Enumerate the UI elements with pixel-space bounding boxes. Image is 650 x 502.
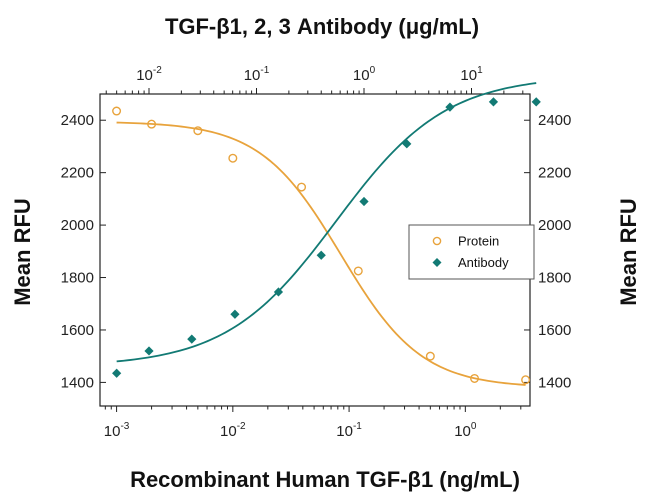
protein-point <box>147 119 157 129</box>
antibody-point <box>187 334 197 344</box>
left-tick-label: 1800 <box>61 270 94 287</box>
antibody-point <box>112 368 122 378</box>
top-tick-label: 101 <box>460 65 483 84</box>
antibody-point <box>230 309 240 319</box>
antibody-point <box>531 97 541 107</box>
protein-point <box>193 126 203 136</box>
antibody-fit-curve <box>116 82 537 363</box>
protein-point <box>112 106 122 116</box>
antibody-point <box>445 102 455 112</box>
legend-protein-marker <box>432 236 442 246</box>
legend-protein-label: Protein <box>458 234 499 249</box>
protein-point <box>353 266 363 276</box>
right-tick-label: 2400 <box>538 112 571 129</box>
bottom-tick-label: 100 <box>454 421 477 440</box>
antibody-point <box>402 139 412 149</box>
antibody-point <box>488 97 499 107</box>
antibody-point <box>359 196 369 207</box>
bottom-tick-label: 10-3 <box>104 421 130 440</box>
left-tick-label: 2400 <box>61 112 94 129</box>
right-tick-label: 2000 <box>538 217 571 234</box>
protein-point <box>425 351 435 361</box>
top-tick-label: 100 <box>353 65 376 84</box>
top-tick-label: 10-1 <box>244 65 270 84</box>
bottom-tick-label: 10-1 <box>336 421 362 440</box>
left-tick-label: 1400 <box>61 374 94 391</box>
legend-antibody-label: Antibody <box>458 255 509 270</box>
antibody-point <box>273 287 284 297</box>
left-axis-title: Mean RFU <box>10 198 35 306</box>
right-tick-label: 1400 <box>538 374 571 391</box>
antibody-point <box>144 346 154 356</box>
left-tick-label: 2200 <box>61 165 94 182</box>
left-tick-label: 1600 <box>61 322 94 339</box>
protein-fit-curve <box>116 121 526 386</box>
right-tick-label: 2200 <box>538 165 571 182</box>
top-axis-title: TGF-β1, 2, 3 Antibody (μg/mL) <box>165 14 479 39</box>
bottom-tick-label: 10-2 <box>220 421 246 440</box>
legend: Protein Antibody <box>408 224 535 280</box>
protein-point <box>297 182 307 192</box>
axes-layer: 1400 1600 1800 2000 2200 2400 1400 1600 1800 2000… <box>61 65 572 440</box>
protein-point <box>228 153 238 163</box>
legend-box <box>408 224 535 280</box>
legend-antibody-marker <box>432 258 442 267</box>
data-points <box>112 97 541 385</box>
protein-point <box>521 375 531 385</box>
right-tick-label: 1600 <box>538 322 571 339</box>
right-axis-title: Mean RFU <box>616 198 641 306</box>
right-tick-label: 1800 <box>538 270 571 287</box>
fit-curves <box>116 82 537 386</box>
antibody-point <box>316 250 326 260</box>
bottom-axis-title: Recombinant Human TGF-β1 (ng/mL) <box>130 467 520 492</box>
left-tick-label: 2000 <box>61 217 94 234</box>
top-tick-label: 10-2 <box>136 65 162 84</box>
protein-point <box>470 373 480 383</box>
